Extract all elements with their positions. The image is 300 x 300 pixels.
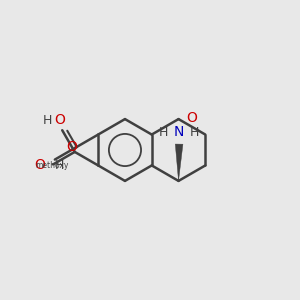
Text: H: H xyxy=(190,126,200,140)
Text: O: O xyxy=(34,158,45,172)
Text: methoxy: methoxy xyxy=(35,161,69,170)
Text: O: O xyxy=(54,113,65,127)
Text: N: N xyxy=(174,125,184,140)
Text: H: H xyxy=(55,158,64,172)
Text: H: H xyxy=(43,114,52,127)
Polygon shape xyxy=(175,144,183,181)
Text: O: O xyxy=(66,140,77,154)
Text: H: H xyxy=(159,126,168,140)
Text: O: O xyxy=(186,111,197,125)
